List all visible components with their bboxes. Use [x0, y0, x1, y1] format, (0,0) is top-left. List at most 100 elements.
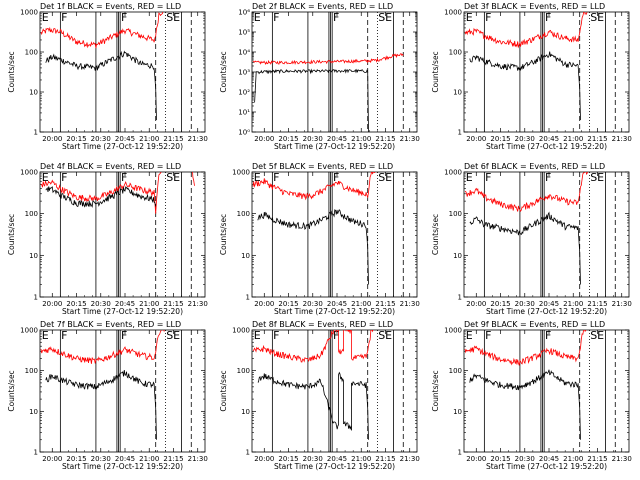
marker-label: F — [485, 329, 491, 342]
x-axis-label: Start Time (27-Oct-12 19:52:20) — [62, 142, 183, 151]
y-tick-label: 1 — [34, 129, 38, 137]
y-tick-label: 10¹ — [238, 109, 250, 117]
panel-det-4: Det 4f BLACK = Events, RED = LLD 1 10 100 10… — [7, 162, 208, 316]
x-axis-label: Start Time (27-Oct-12 19:52:20) — [274, 307, 395, 316]
x-tick-label: 21:00 — [563, 455, 583, 463]
y-tick-label: 100 — [237, 367, 250, 375]
x-tick-label: 21:30 — [188, 300, 208, 308]
x-tick-label: 20:00 — [42, 300, 62, 308]
marker-label: F — [61, 329, 67, 342]
y-axis-label: Counts/sec — [7, 370, 16, 411]
series-events-line — [254, 68, 369, 132]
plot-frame — [251, 171, 418, 298]
panel-title: Det 8f BLACK = Events, RED = LLD — [252, 320, 393, 329]
y-tick-label: 10 — [241, 408, 250, 416]
x-tick-label: 20:00 — [254, 300, 274, 308]
x-axis-label: Start Time (27-Oct-12 19:52:20) — [486, 142, 607, 151]
x-tick-label: 20:15 — [490, 300, 510, 308]
series-events-line — [257, 371, 369, 440]
marker-label: E — [42, 171, 49, 184]
x-tick-label: 20:45 — [539, 455, 559, 463]
y-tick-label: 1 — [34, 294, 38, 302]
marker-label: F — [545, 11, 551, 24]
marker-label: F — [273, 171, 279, 184]
marker-label: E — [466, 11, 473, 24]
panel-title: Det 3f BLACK = Events, RED = LLD — [464, 2, 605, 11]
y-tick-label: 10 — [241, 252, 250, 260]
marker-label: E — [254, 329, 261, 342]
marker-label: SE — [590, 329, 604, 342]
x-tick-label: 21:00 — [139, 300, 159, 308]
y-tick-label: 10² — [238, 89, 250, 97]
marker-label: F — [485, 11, 491, 24]
marker-label: E — [42, 329, 49, 342]
x-tick-label: 21:00 — [351, 300, 371, 308]
y-tick-label: 100 — [25, 49, 38, 57]
x-tick-label: 21:30 — [188, 135, 208, 143]
x-tick-label: 21:30 — [400, 135, 420, 143]
x-tick-label: 21:30 — [400, 300, 420, 308]
x-tick-label: 21:15 — [163, 455, 183, 463]
x-tick-label: 20:30 — [91, 300, 111, 308]
x-tick-label: 20:30 — [303, 455, 323, 463]
marker-label: F — [273, 11, 279, 24]
marker-label: E — [466, 171, 473, 184]
x-tick-label: 20:30 — [303, 300, 323, 308]
marker-label: F — [121, 171, 127, 184]
marker-label: F — [121, 11, 127, 24]
y-tick-label: 10 — [453, 252, 462, 260]
panel-det-6: Det 6f BLACK = Events, RED = LLD 1 10 100 10… — [431, 162, 632, 316]
x-tick-label: 20:00 — [466, 455, 486, 463]
x-tick-label: 21:00 — [563, 135, 583, 143]
x-tick-label: 21:15 — [163, 135, 183, 143]
y-tick-label: 100 — [25, 367, 38, 375]
x-tick-label: 20:00 — [42, 135, 62, 143]
series-lld-line — [252, 172, 378, 201]
x-tick-label: 20:00 — [466, 135, 486, 143]
y-tick-label: 1 — [458, 294, 462, 302]
x-tick-label: 21:15 — [375, 300, 395, 308]
x-tick-label: 20:15 — [490, 455, 510, 463]
y-axis-label: Counts/sec — [431, 370, 440, 411]
panel-title: Det 9f BLACK = Events, RED = LLD — [464, 320, 605, 329]
series-events-line — [469, 369, 581, 440]
x-tick-label: 21:00 — [139, 135, 159, 143]
y-axis-label: Counts/sec — [7, 51, 16, 92]
y-tick-label: 1000 — [20, 169, 38, 177]
y-tick-label: 1000 — [444, 327, 462, 335]
plot-frame — [39, 11, 206, 133]
x-tick-label: 20:45 — [115, 455, 135, 463]
y-tick-label: 10 — [453, 408, 462, 416]
panel-det-5: Det 5f BLACK = Events, RED = LLD 1 10 100 10… — [219, 162, 420, 316]
x-tick-label: 20:45 — [115, 135, 135, 143]
series-events-line — [45, 186, 157, 208]
x-tick-label: 20:45 — [327, 455, 347, 463]
x-tick-label: 21:30 — [188, 455, 208, 463]
y-tick-label: 10⁰ — [238, 129, 250, 137]
series-lld-line — [40, 12, 164, 49]
series-lld-line — [464, 12, 588, 49]
marker-label: F — [121, 329, 127, 342]
x-tick-label: 21:30 — [612, 300, 632, 308]
x-tick-label: 20:00 — [42, 455, 62, 463]
x-tick-label: 20:45 — [539, 300, 559, 308]
x-tick-label: 20:30 — [515, 455, 535, 463]
x-tick-label: 21:15 — [587, 300, 607, 308]
x-tick-label: 20:45 — [115, 300, 135, 308]
x-tick-label: 20:15 — [66, 455, 86, 463]
marker-label: SE — [166, 329, 180, 342]
marker-label: SE — [166, 11, 180, 24]
x-tick-label: 21:00 — [563, 300, 583, 308]
x-tick-label: 20:00 — [254, 135, 274, 143]
series-lld-line — [464, 330, 587, 366]
x-tick-label: 21:15 — [587, 135, 607, 143]
marker-label: SE — [166, 171, 180, 184]
marker-label: F — [545, 171, 551, 184]
y-tick-label: 1 — [246, 449, 250, 457]
x-tick-label: 20:15 — [66, 300, 86, 308]
marker-label: F — [61, 171, 67, 184]
x-tick-label: 20:30 — [91, 455, 111, 463]
panel-det-7: Det 7f BLACK = Events, RED = LLD 1 10 100 10… — [7, 320, 208, 471]
y-axis-label: Counts/sec — [219, 370, 228, 411]
